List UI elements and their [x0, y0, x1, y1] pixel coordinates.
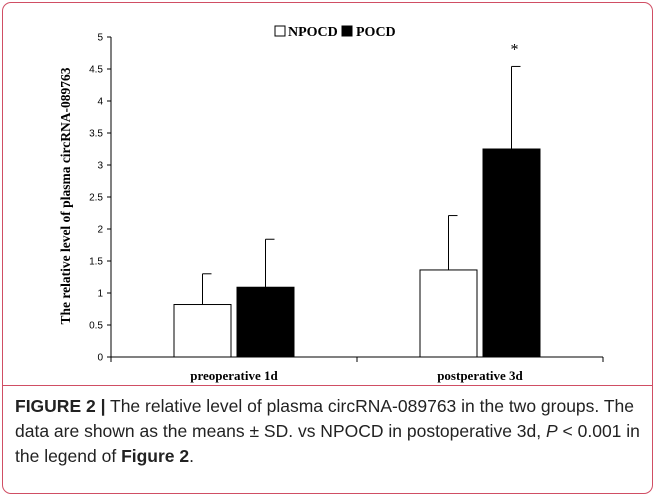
caption-text: The relative level of plasma circRNA-089…: [15, 396, 634, 441]
figure-frame: [2, 2, 653, 494]
bar-npocd-postoperative: [419, 269, 478, 358]
y-tick-label: 3.5: [89, 129, 103, 140]
y-tick-label: 1.5: [89, 257, 103, 268]
legend-swatch-pocd: [341, 25, 353, 37]
bar-chart: NPOCD POCD The relative level of plasma …: [58, 25, 604, 383]
significance-asterisk: *: [511, 41, 519, 58]
y-tick-label: 0.5: [89, 321, 103, 332]
y-tick-label: 2.5: [89, 193, 103, 204]
caption-text-2: < 0.001 in the legend of: [15, 421, 640, 466]
y-tick-label: 2: [97, 225, 103, 236]
legend-label-npocd: NPOCD: [288, 25, 338, 40]
caption-divider: [2, 385, 653, 386]
legend-label-pocd: POCD: [356, 25, 396, 40]
y-tick-label: 1: [97, 289, 103, 300]
caption-text-3: .: [189, 446, 195, 466]
plot-area: 0 0.5 1 1.5 2 2.5 3 3.5 4 4.5 5 preoperative 1d post…: [89, 33, 604, 383]
y-tick-label: 5: [97, 33, 103, 44]
y-tick-label: 3: [97, 161, 103, 172]
figure-reference: Figure 2: [121, 446, 190, 466]
x-tick-label: preoperative 1d: [190, 368, 278, 383]
y-tick-label: 0: [97, 353, 103, 364]
caption-label: FIGURE 2 |: [15, 396, 106, 416]
figure-caption: FIGURE 2 | The relative level of plasma …: [15, 394, 645, 469]
bar-npocd-preoperative: [173, 304, 232, 358]
caption-p-symbol: P: [545, 421, 558, 441]
bar-pocd-postoperative: [482, 148, 541, 358]
legend-swatch-npocd: [274, 25, 286, 37]
y-tick-label: 4.5: [89, 65, 103, 76]
legend: NPOCD POCD: [274, 25, 396, 40]
x-tick-label: postperative 3d: [437, 368, 523, 383]
y-tick-label: 4: [97, 97, 103, 108]
bar-pocd-preoperative: [236, 286, 295, 358]
y-axis-label: The relative level of plasma circRNA-089…: [58, 67, 73, 324]
